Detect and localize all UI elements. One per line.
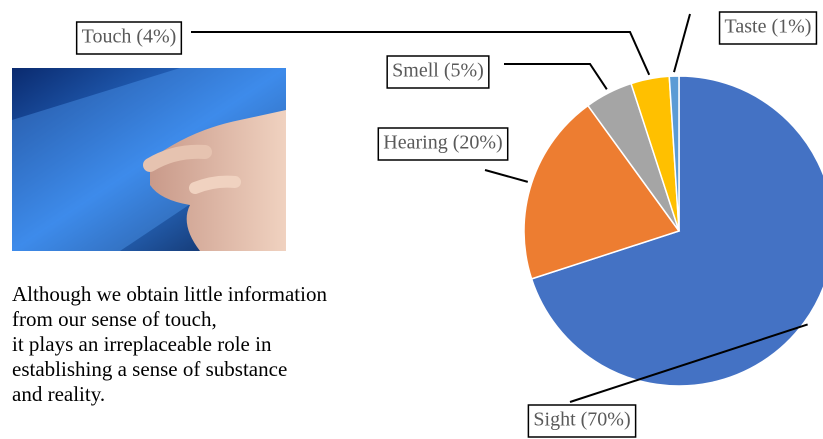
photo xyxy=(12,68,286,251)
note-line: Although we obtain little information xyxy=(12,282,327,306)
note-line: and reality. xyxy=(12,382,105,406)
note: Although we obtain little informationfro… xyxy=(12,282,327,406)
note-line: from our sense of touch, xyxy=(12,307,217,331)
leader-line xyxy=(674,14,690,72)
leader-line xyxy=(504,64,607,89)
note-line: it plays an irreplaceable role in xyxy=(12,332,272,356)
slice-label: Taste (1%) xyxy=(725,16,812,38)
slice-label: Sight (70%) xyxy=(533,409,630,431)
slice-label: Smell (5%) xyxy=(392,60,484,82)
slide: Although we obtain little informationfro… xyxy=(0,0,823,439)
note-line: establishing a sense of substance xyxy=(12,357,287,381)
slice-label: Touch (4%) xyxy=(82,26,177,48)
leader-line xyxy=(485,170,528,182)
slice-label: Hearing (20%) xyxy=(383,132,502,154)
